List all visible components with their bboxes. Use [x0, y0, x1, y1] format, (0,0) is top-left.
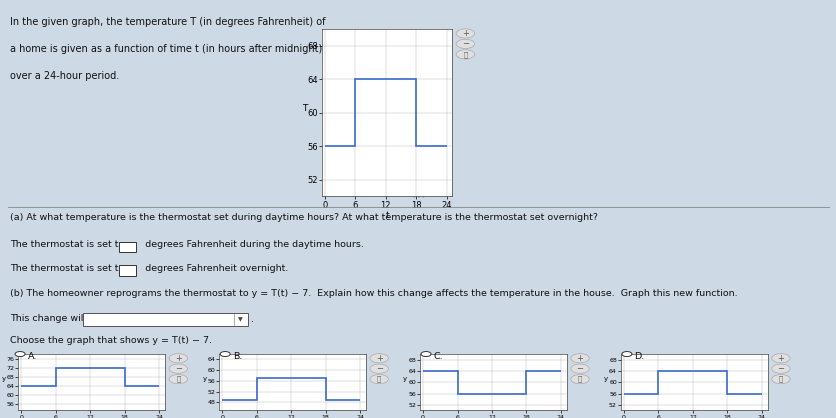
Text: ⤢: ⤢ [462, 51, 467, 58]
Text: ⤢: ⤢ [577, 376, 582, 382]
Text: ⤢: ⤢ [777, 376, 782, 382]
Text: (a) At what temperature is the thermostat set during daytime hours? At what temp: (a) At what temperature is the thermosta… [10, 213, 598, 222]
Text: −: − [461, 39, 468, 48]
Text: +: + [375, 354, 382, 363]
Text: This change will: This change will [10, 314, 86, 324]
Text: In the given graph, the temperature T (in degrees Fahrenheit) of: In the given graph, the temperature T (i… [10, 17, 325, 27]
Text: · · ·: · · · [412, 194, 424, 203]
Text: Choose the graph that shows y = T(t) − 7.: Choose the graph that shows y = T(t) − 7… [10, 336, 212, 346]
Y-axis label: y: y [202, 376, 206, 382]
Text: +: + [461, 29, 468, 38]
Text: −: − [576, 364, 583, 373]
Text: (b) The homeowner reprograms the thermostat to y = T(t) − 7.  Explain how this c: (b) The homeowner reprograms the thermos… [10, 289, 737, 298]
Text: −: − [777, 364, 783, 373]
Y-axis label: T: T [302, 104, 307, 113]
Y-axis label: y: y [604, 376, 608, 382]
Text: D.: D. [634, 352, 644, 361]
Text: −: − [375, 364, 382, 373]
Text: over a 24-hour period.: over a 24-hour period. [10, 71, 120, 81]
Text: The thermostat is set to       degrees Fahrenheit overnight.: The thermostat is set to degrees Fahrenh… [10, 264, 288, 273]
Text: A.: A. [28, 352, 37, 361]
X-axis label: t: t [385, 211, 389, 220]
Text: ▼: ▼ [237, 317, 242, 322]
Text: a home is given as a function of time t (in hours after midnight): a home is given as a function of time t … [10, 44, 322, 54]
Text: +: + [175, 354, 181, 363]
Text: +: + [576, 354, 583, 363]
Text: B.: B. [232, 352, 242, 361]
Text: .: . [251, 315, 254, 324]
Text: C.: C. [433, 352, 442, 361]
Text: The thermostat is set to       degrees Fahrenheit during the daytime hours.: The thermostat is set to degrees Fahrenh… [10, 240, 364, 250]
Text: ⤢: ⤢ [176, 376, 181, 382]
Text: +: + [777, 354, 783, 363]
Text: ⤢: ⤢ [376, 376, 381, 382]
Y-axis label: y: y [2, 376, 6, 382]
Text: −: − [175, 364, 181, 373]
Y-axis label: y: y [403, 376, 407, 382]
